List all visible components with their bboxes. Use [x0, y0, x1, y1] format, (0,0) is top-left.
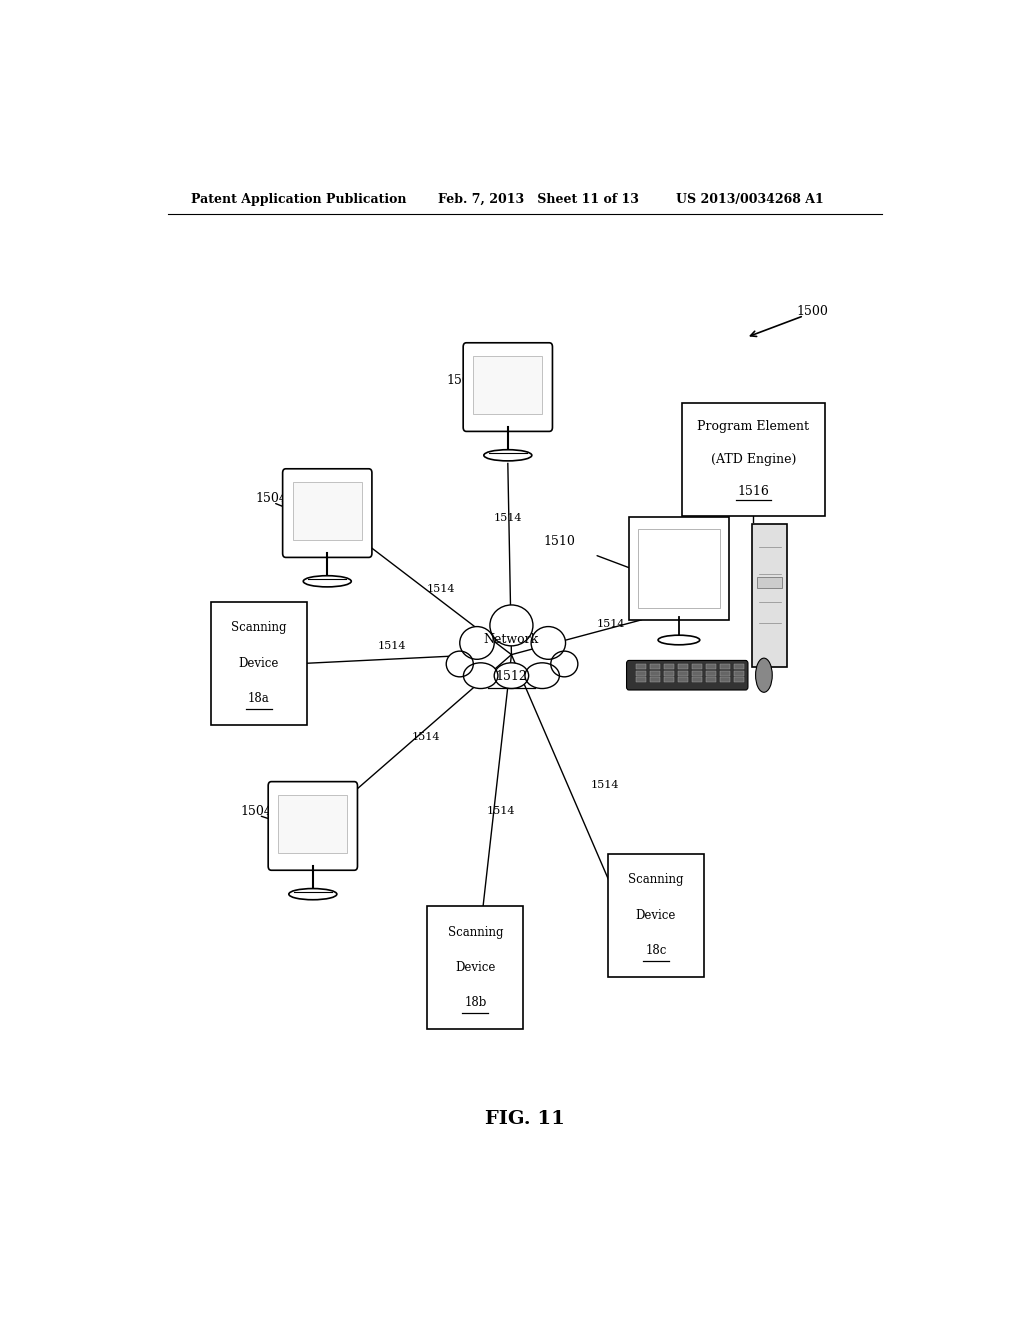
FancyBboxPatch shape: [293, 482, 361, 540]
Ellipse shape: [483, 450, 531, 461]
Text: 1510: 1510: [544, 535, 575, 548]
Ellipse shape: [446, 651, 473, 677]
FancyBboxPatch shape: [720, 677, 730, 682]
FancyBboxPatch shape: [636, 677, 646, 682]
FancyBboxPatch shape: [211, 602, 306, 725]
Text: 18c: 18c: [645, 944, 667, 957]
FancyBboxPatch shape: [636, 671, 646, 676]
FancyBboxPatch shape: [268, 781, 357, 870]
FancyBboxPatch shape: [720, 664, 730, 669]
FancyBboxPatch shape: [636, 664, 646, 669]
FancyBboxPatch shape: [706, 671, 717, 676]
FancyBboxPatch shape: [664, 671, 675, 676]
Ellipse shape: [531, 627, 565, 659]
Text: 1514: 1514: [378, 642, 407, 651]
Ellipse shape: [551, 651, 578, 677]
FancyBboxPatch shape: [734, 671, 744, 676]
FancyBboxPatch shape: [678, 664, 688, 669]
Text: 1514: 1514: [591, 780, 620, 789]
Text: 18b: 18b: [464, 997, 486, 1010]
FancyBboxPatch shape: [678, 677, 688, 682]
Text: Feb. 7, 2013   Sheet 11 of 13: Feb. 7, 2013 Sheet 11 of 13: [437, 193, 638, 206]
FancyBboxPatch shape: [692, 671, 702, 676]
Text: 18a: 18a: [248, 692, 269, 705]
FancyBboxPatch shape: [753, 524, 787, 667]
Text: 1514: 1514: [596, 619, 625, 630]
FancyBboxPatch shape: [720, 671, 730, 676]
FancyBboxPatch shape: [279, 795, 347, 853]
FancyBboxPatch shape: [664, 664, 675, 669]
Text: 1514: 1514: [486, 807, 515, 816]
FancyBboxPatch shape: [627, 660, 748, 690]
Ellipse shape: [464, 663, 498, 689]
Text: (ATD Engine): (ATD Engine): [711, 453, 796, 466]
FancyBboxPatch shape: [734, 677, 744, 682]
Text: Scanning: Scanning: [231, 622, 287, 635]
Ellipse shape: [756, 659, 772, 692]
FancyBboxPatch shape: [283, 469, 372, 557]
FancyBboxPatch shape: [706, 664, 717, 669]
Text: 1502: 1502: [446, 375, 478, 387]
Text: FIG. 11: FIG. 11: [484, 1110, 565, 1127]
FancyBboxPatch shape: [682, 403, 825, 516]
Text: Program Element: Program Element: [697, 420, 809, 433]
FancyBboxPatch shape: [650, 677, 660, 682]
Text: Patent Application Publication: Patent Application Publication: [191, 193, 407, 206]
Text: 1504: 1504: [241, 805, 272, 817]
FancyBboxPatch shape: [692, 664, 702, 669]
FancyBboxPatch shape: [757, 577, 782, 589]
FancyBboxPatch shape: [734, 664, 744, 669]
Text: Scanning: Scanning: [447, 925, 503, 939]
Ellipse shape: [525, 663, 559, 689]
Text: 1500: 1500: [797, 305, 828, 318]
FancyBboxPatch shape: [427, 906, 523, 1030]
FancyBboxPatch shape: [678, 671, 688, 676]
Text: 1514: 1514: [412, 733, 440, 742]
Text: 1516: 1516: [737, 484, 769, 498]
Text: Scanning: Scanning: [628, 874, 684, 887]
Text: 1504: 1504: [255, 492, 287, 504]
Text: 1514: 1514: [427, 585, 455, 594]
FancyBboxPatch shape: [650, 671, 660, 676]
Ellipse shape: [495, 663, 528, 689]
FancyBboxPatch shape: [692, 677, 702, 682]
Ellipse shape: [303, 576, 351, 587]
Ellipse shape: [289, 888, 337, 900]
Ellipse shape: [658, 635, 699, 644]
FancyBboxPatch shape: [638, 529, 720, 609]
Text: Network: Network: [483, 632, 539, 645]
FancyBboxPatch shape: [664, 677, 675, 682]
Ellipse shape: [489, 605, 532, 645]
Text: 1512: 1512: [496, 671, 527, 684]
FancyBboxPatch shape: [463, 343, 553, 432]
Text: Device: Device: [455, 961, 496, 974]
FancyBboxPatch shape: [629, 517, 729, 619]
Text: Device: Device: [239, 657, 279, 669]
Text: US 2013/0034268 A1: US 2013/0034268 A1: [676, 193, 823, 206]
Text: 1514: 1514: [494, 512, 522, 523]
Text: Device: Device: [636, 909, 676, 921]
Ellipse shape: [460, 627, 495, 659]
FancyBboxPatch shape: [650, 664, 660, 669]
FancyBboxPatch shape: [608, 854, 703, 977]
FancyBboxPatch shape: [473, 356, 543, 414]
FancyBboxPatch shape: [706, 677, 717, 682]
